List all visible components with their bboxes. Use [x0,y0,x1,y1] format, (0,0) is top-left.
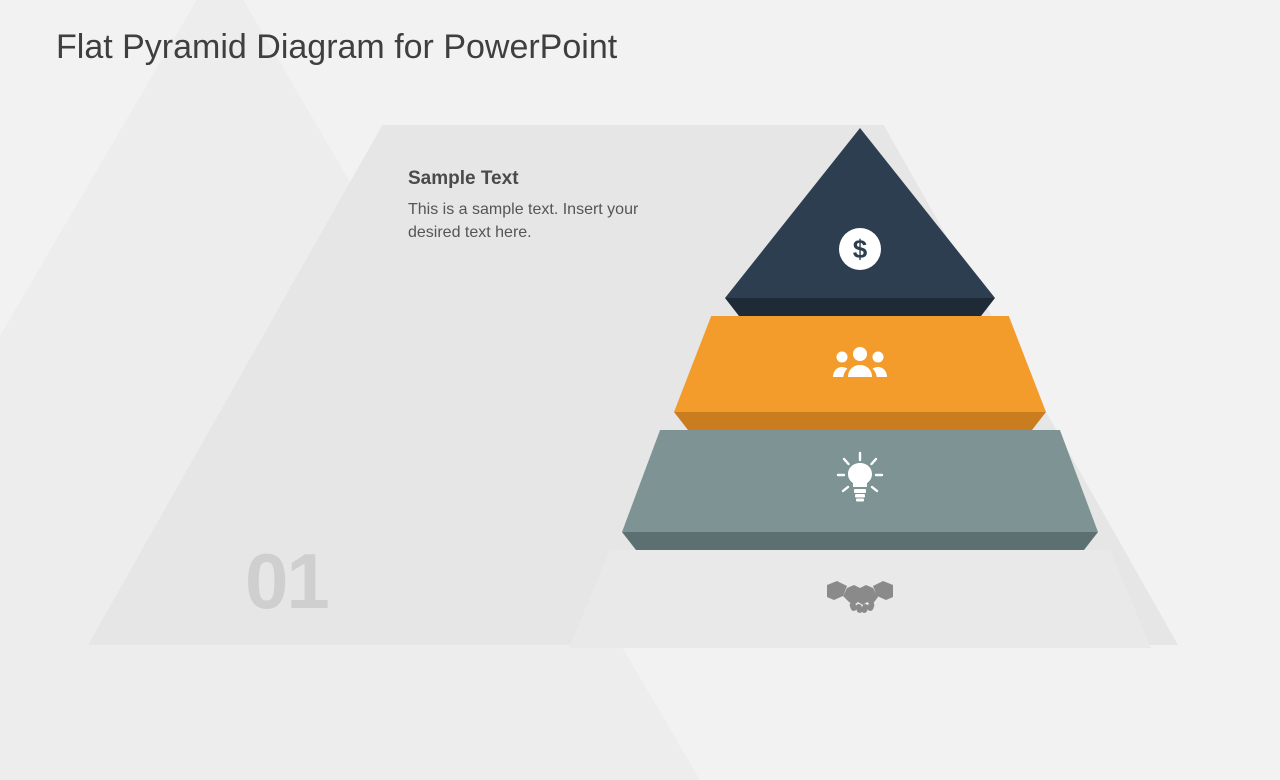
handshake-icon [824,575,896,624]
pyramid-layer-1: $ [725,128,995,298]
pyramid-layer-3 [622,430,1098,532]
dollar-icon: $ [839,228,881,270]
pyramid-diagram: $ [560,128,1160,648]
slide-number: 01 [245,536,328,627]
pyramid-layer-4 [569,550,1151,648]
people-icon [828,345,892,384]
pyramid-layer-2 [674,316,1046,412]
page-title: Flat Pyramid Diagram for PowerPoint [56,28,617,67]
pyramid-fold-1 [725,298,995,316]
pyramid-fold-2 [674,412,1046,430]
pyramid-fold-3 [622,532,1098,550]
lightbulb-icon [832,451,888,512]
